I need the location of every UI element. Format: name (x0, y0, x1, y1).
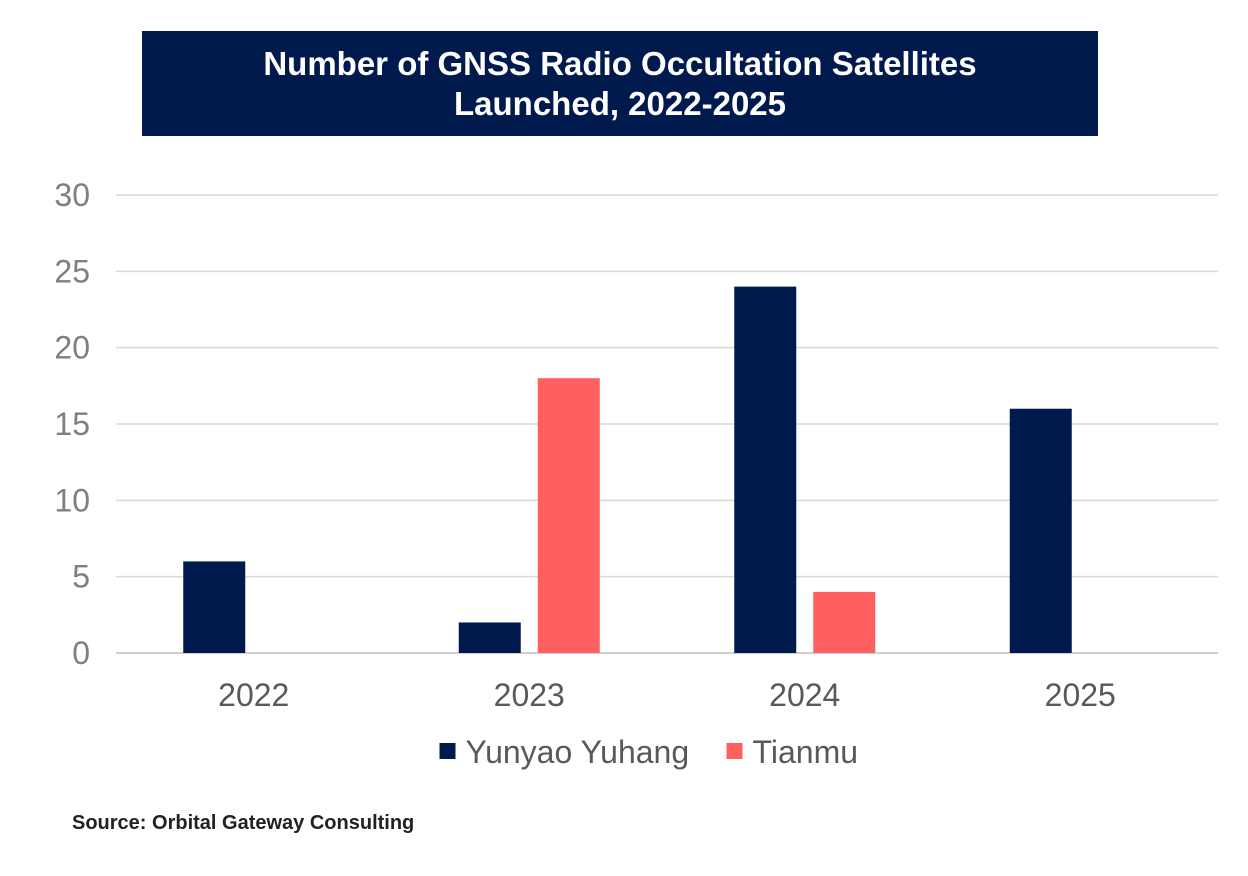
bar-tianmu (537, 378, 600, 653)
x-tick-label: 2024 (769, 677, 840, 713)
y-tick-label: 15 (54, 406, 90, 442)
y-tick-label: 30 (54, 177, 90, 213)
legend-swatch (439, 743, 456, 759)
x-tick-label: 2022 (218, 677, 289, 713)
source-note: Source: Orbital Gateway Consulting (72, 812, 415, 834)
bar-yunyao-yuhang (183, 561, 246, 653)
y-tick-label: 10 (54, 482, 90, 518)
y-tick-label: 5 (72, 559, 90, 595)
bar-yunyao-yuhang (458, 622, 521, 653)
chart-title-line-2: Launched, 2022-2025 (454, 84, 786, 122)
chart-title-line-1: Number of GNSS Radio Occultation Satelli… (263, 44, 977, 82)
legend-label: Tianmu (753, 734, 859, 770)
bar-yunyao-yuhang (1009, 408, 1072, 653)
y-tick-label: 25 (54, 253, 90, 289)
bar-yunyao-yuhang (734, 286, 797, 653)
y-tick-label: 20 (54, 330, 90, 366)
x-tick-label: 2023 (494, 677, 565, 713)
legend-label: Yunyao Yuhang (466, 734, 690, 770)
y-tick-label: 0 (72, 635, 90, 671)
x-tick-label: 2025 (1045, 677, 1116, 713)
legend-swatch (726, 743, 743, 759)
bar-tianmu (813, 591, 876, 653)
chart-title-box: Number of GNSS Radio Occultation Satelli… (142, 31, 1098, 136)
